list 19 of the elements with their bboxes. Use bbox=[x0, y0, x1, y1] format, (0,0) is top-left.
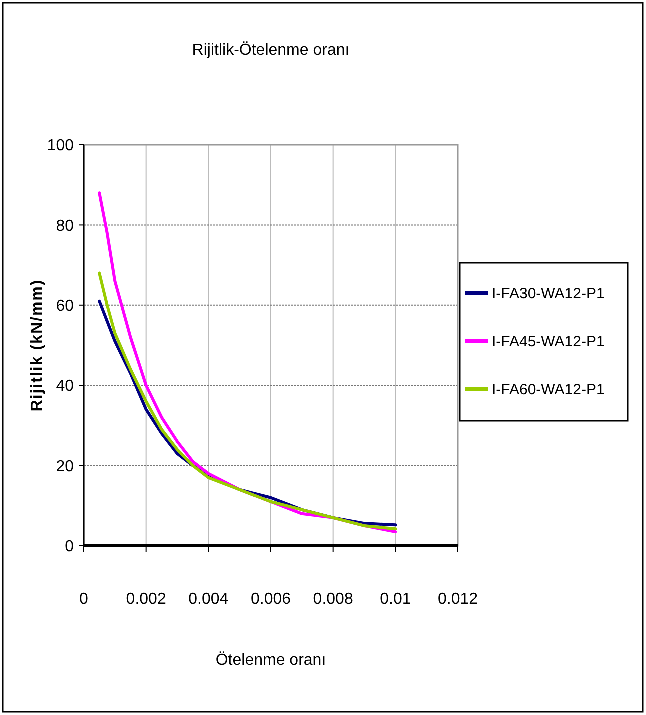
x-tick-label: 0.008 bbox=[313, 591, 354, 608]
chart-title: Rijitlik-Ötelenme oranı bbox=[192, 41, 350, 59]
y-tick-label: 60 bbox=[56, 298, 74, 315]
y-axis-title: Rijitlik (kN/mm) bbox=[29, 279, 46, 412]
x-tick-label: 0.002 bbox=[126, 591, 166, 608]
y-tick-label: 40 bbox=[56, 378, 74, 396]
y-tick-label: 0 bbox=[65, 538, 74, 556]
y-tick-label: 80 bbox=[56, 218, 74, 235]
x-tick-label: 0.004 bbox=[188, 591, 229, 608]
legend-label: I-FA45-WA12-P1 bbox=[492, 333, 605, 350]
x-tick-label: 0 bbox=[80, 591, 89, 608]
legend-label: I-FA30-WA12-P1 bbox=[492, 285, 605, 302]
y-tick-label: 20 bbox=[56, 458, 74, 476]
x-tick-label: 0.006 bbox=[250, 591, 292, 608]
x-tick-label: 0.01 bbox=[380, 591, 412, 608]
x-tick-label: 0.012 bbox=[438, 591, 478, 608]
x-axis-title: Ötelenme oranı bbox=[216, 651, 326, 669]
y-tick-label: 100 bbox=[47, 138, 74, 155]
legend-label: I-FA60-WA12-P1 bbox=[492, 381, 605, 398]
